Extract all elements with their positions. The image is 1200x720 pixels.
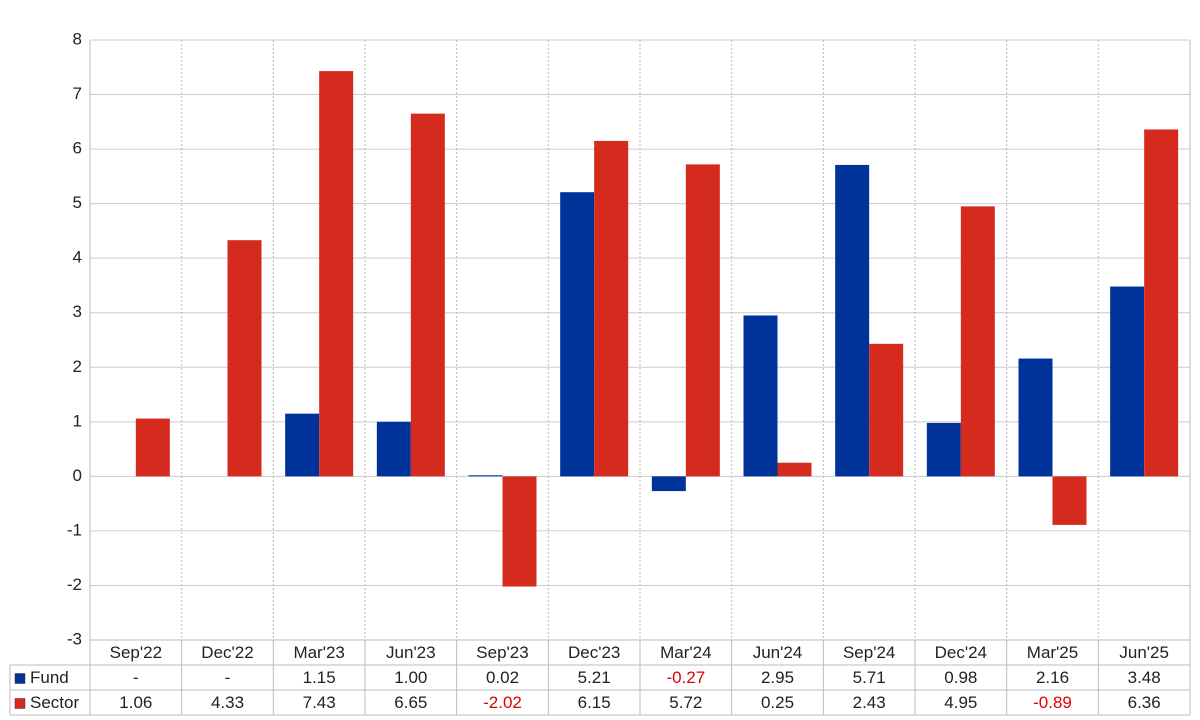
bar xyxy=(1052,476,1087,525)
y-tick-label: 6 xyxy=(73,139,82,158)
y-tick-label: 5 xyxy=(73,193,82,212)
bar xyxy=(227,240,262,477)
y-tick-label: 1 xyxy=(73,411,82,430)
x-tick-label: Dec'24 xyxy=(935,643,987,662)
x-tick-label: Mar'25 xyxy=(1027,643,1078,662)
bar xyxy=(376,421,411,477)
x-tick-label: Jun'23 xyxy=(386,643,436,662)
bar xyxy=(1018,358,1053,477)
bar xyxy=(319,71,354,477)
bar xyxy=(468,475,503,477)
table-value: 5.21 xyxy=(578,668,611,687)
table-value: 4.95 xyxy=(944,693,977,712)
y-tick-label: -2 xyxy=(67,575,82,594)
x-tick-label: Mar'24 xyxy=(660,643,711,662)
legend-swatch xyxy=(14,698,26,709)
x-tick-label: Sep'24 xyxy=(843,643,895,662)
table-value: -0.89 xyxy=(1033,693,1072,712)
table-value: - xyxy=(225,668,231,687)
table-value: 3.48 xyxy=(1128,668,1161,687)
bar xyxy=(1110,286,1145,477)
legend-label: Sector xyxy=(30,693,79,712)
table-value: 2.95 xyxy=(761,668,794,687)
table-value: 2.16 xyxy=(1036,668,1069,687)
table-value: 6.65 xyxy=(394,693,427,712)
y-tick-label: 8 xyxy=(73,29,82,48)
table-value: -0.27 xyxy=(666,668,705,687)
y-tick-label: 4 xyxy=(73,248,82,267)
table-value: 1.06 xyxy=(119,693,152,712)
table-value: 2.43 xyxy=(853,693,886,712)
x-tick-label: Dec'23 xyxy=(568,643,620,662)
y-tick-label: 0 xyxy=(73,466,82,485)
y-tick-label: -3 xyxy=(67,629,82,648)
y-tick-label: -1 xyxy=(67,520,82,539)
table-value: 5.72 xyxy=(669,693,702,712)
x-tick-label: Sep'23 xyxy=(476,643,528,662)
x-tick-label: Jun'25 xyxy=(1119,643,1169,662)
y-tick-label: 2 xyxy=(73,357,82,376)
bar xyxy=(502,476,537,587)
table-value: 6.15 xyxy=(578,693,611,712)
bar xyxy=(835,164,870,477)
table-value: 6.36 xyxy=(1128,693,1161,712)
x-tick-label: Mar'23 xyxy=(293,643,344,662)
bar xyxy=(869,343,904,477)
bar xyxy=(651,476,686,492)
x-tick-label: Dec'22 xyxy=(201,643,253,662)
table-value: 0.98 xyxy=(944,668,977,687)
table-value: 4.33 xyxy=(211,693,244,712)
table-value: 0.02 xyxy=(486,668,519,687)
table-value: - xyxy=(133,668,139,687)
bar xyxy=(777,462,812,477)
bar xyxy=(410,113,445,477)
x-tick-label: Sep'22 xyxy=(110,643,162,662)
bar xyxy=(685,164,720,477)
table-value: 7.43 xyxy=(303,693,336,712)
bar xyxy=(135,418,170,477)
bar xyxy=(926,422,961,477)
bar xyxy=(285,413,320,477)
legend-label: Fund xyxy=(30,668,69,687)
bar xyxy=(594,140,629,477)
x-tick-label: Jun'24 xyxy=(753,643,803,662)
table-value: 0.25 xyxy=(761,693,794,712)
bar xyxy=(743,315,778,477)
y-tick-label: 3 xyxy=(73,302,82,321)
table-value: -2.02 xyxy=(483,693,522,712)
table-value: 1.00 xyxy=(394,668,427,687)
bar xyxy=(960,206,995,477)
bar xyxy=(560,192,595,477)
table-value: 1.15 xyxy=(303,668,336,687)
table-value: 5.71 xyxy=(853,668,886,687)
bar xyxy=(1144,129,1179,477)
legend-swatch xyxy=(14,673,26,684)
y-tick-label: 7 xyxy=(73,84,82,103)
